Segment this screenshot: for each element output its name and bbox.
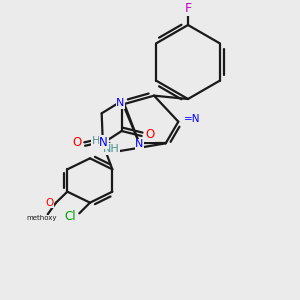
Text: NH: NH [103, 144, 119, 154]
Text: O: O [73, 136, 82, 149]
Text: Cl: Cl [64, 210, 76, 223]
Text: N: N [135, 139, 143, 149]
Text: H: H [92, 136, 100, 146]
Text: N: N [99, 136, 108, 149]
Text: O: O [145, 128, 154, 142]
Text: methoxy: methoxy [26, 215, 57, 221]
Text: N: N [116, 98, 124, 108]
Text: F: F [184, 2, 192, 16]
Text: O: O [45, 198, 53, 208]
Text: =N: =N [184, 114, 201, 124]
